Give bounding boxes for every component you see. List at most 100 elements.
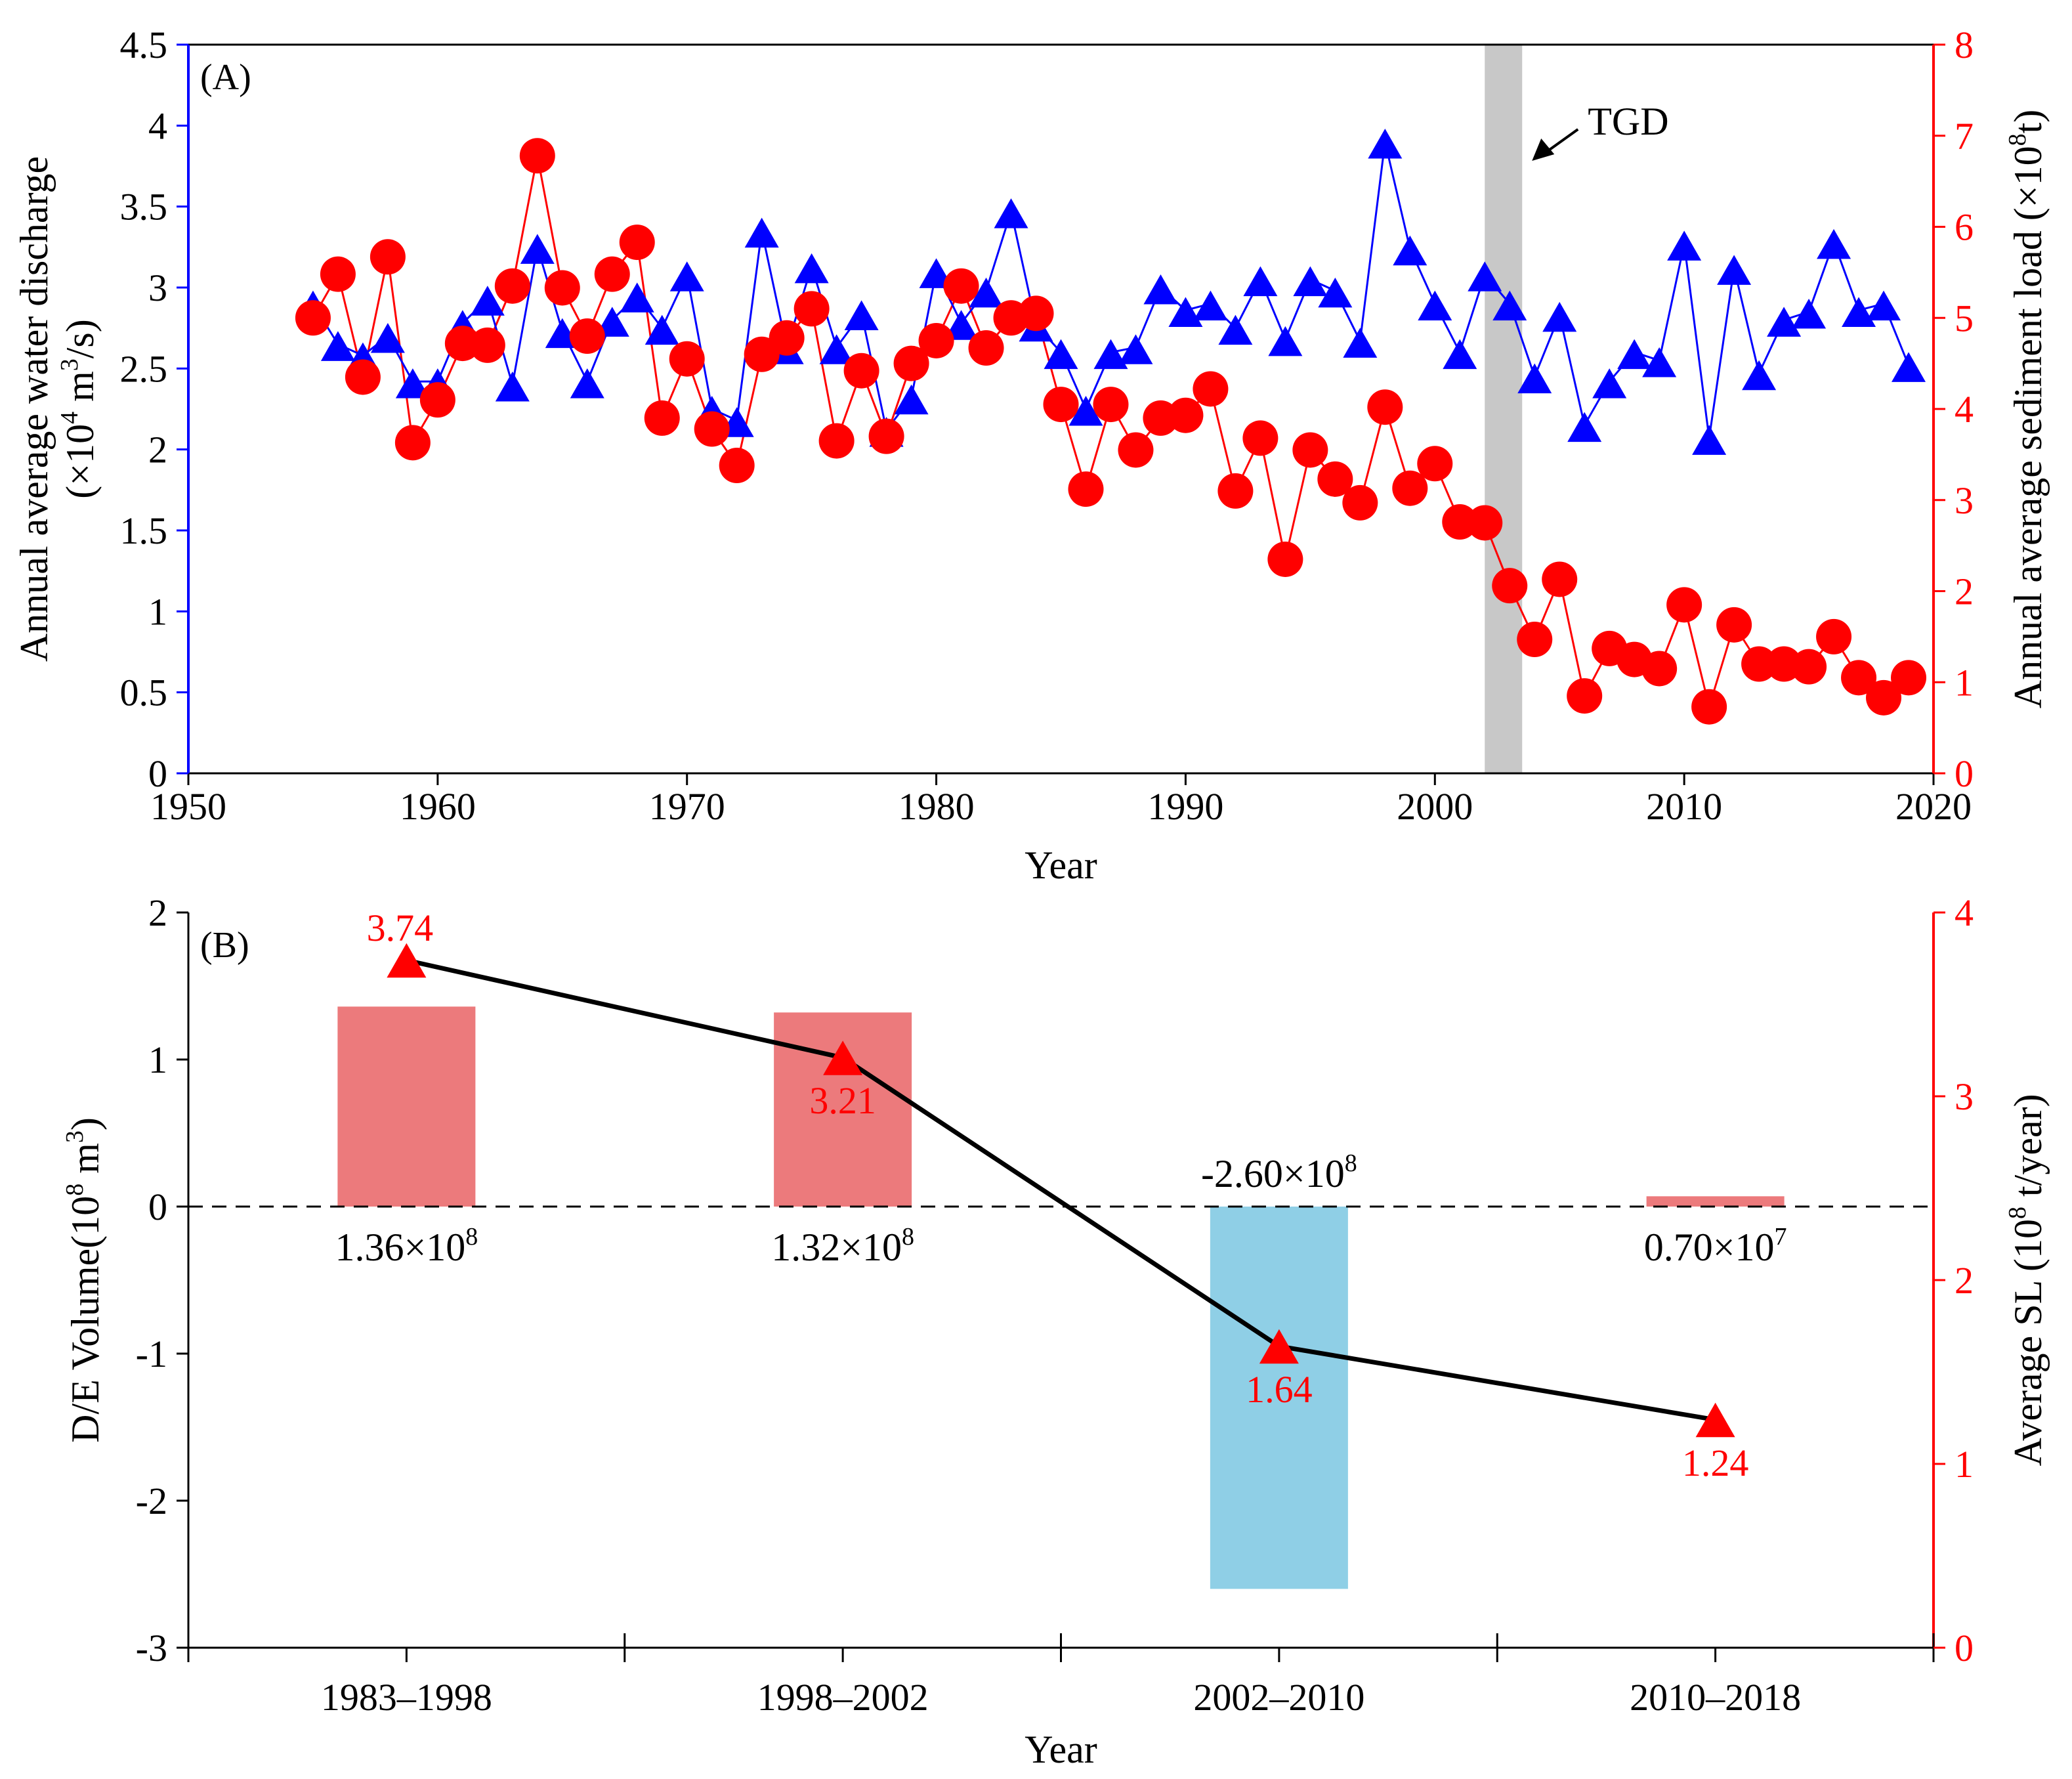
text-run: (×10 xyxy=(58,424,102,499)
y-left-tick-label: 0 xyxy=(148,752,167,795)
discharge-point xyxy=(595,307,629,337)
discharge-point xyxy=(1143,274,1178,305)
y-left-title: Annual average water discharge (×104 m3/s… xyxy=(12,156,102,662)
sediment-line xyxy=(312,155,1909,711)
y-right-title-text: Annual average sediment load (×108t) xyxy=(2004,110,2050,709)
y-left-tick-label: 2.5 xyxy=(120,347,168,390)
sediment-point xyxy=(519,138,555,174)
discharge-point xyxy=(1118,334,1153,364)
sediment-point xyxy=(594,256,630,292)
superscript: 3 xyxy=(56,358,83,371)
sediment-point xyxy=(769,320,805,356)
x-tick-label: 2000 xyxy=(1397,785,1473,828)
discharge-point xyxy=(1318,277,1353,308)
y-right-tick-label: 8 xyxy=(1955,24,1974,66)
sediment-point xyxy=(943,268,979,304)
sediment-point xyxy=(793,291,830,327)
tgd-arrow-head xyxy=(1532,139,1555,161)
superscript: 8 xyxy=(1345,1149,1357,1177)
sediment-point xyxy=(1367,389,1403,425)
discharge-point xyxy=(669,261,704,291)
discharge-point xyxy=(1542,301,1577,332)
discharge-point xyxy=(1368,129,1403,159)
superscript: 3 xyxy=(61,1130,89,1143)
x-axis-title: Year xyxy=(1025,1728,1097,1771)
sediment-point xyxy=(1118,432,1154,468)
discharge-point xyxy=(1492,290,1527,321)
sediment-point xyxy=(1292,432,1328,468)
sediment-point xyxy=(818,423,855,459)
de-volume-bar xyxy=(1210,1207,1348,1589)
sl-value-label: 1.64 xyxy=(1246,1368,1313,1411)
sl-point xyxy=(823,1040,863,1075)
sediment-point xyxy=(1242,420,1279,456)
panel-a: 1950 1960 1970 1980 1990 2000 2010 202000.511.5… xyxy=(12,24,2050,887)
sediment-point xyxy=(295,300,331,336)
y-left-tick-label: 2 xyxy=(148,429,167,471)
discharge-point xyxy=(1567,412,1602,442)
y-right-tick-label: 2 xyxy=(1955,570,1974,613)
discharge-point xyxy=(844,300,879,330)
discharge-point xyxy=(994,198,1028,228)
discharge-point xyxy=(1767,307,1802,337)
sediment-point xyxy=(1217,473,1254,509)
y-left-tick-label: 1 xyxy=(148,590,167,633)
sl-value-label: 1.24 xyxy=(1682,1442,1749,1484)
y-right-title: Annual average sediment load (×108t) xyxy=(2004,110,2050,709)
discharge-point xyxy=(520,234,555,264)
discharge-point xyxy=(1418,290,1452,321)
sediment-point xyxy=(893,345,929,381)
x-axis-title: Year xyxy=(1025,844,1097,887)
sl-value-label: 3.74 xyxy=(367,907,434,949)
discharge-point xyxy=(1193,290,1228,321)
discharge-point xyxy=(620,282,654,312)
text-run: t) xyxy=(2006,110,2050,134)
text-run: Average SL (10 xyxy=(2006,1219,2050,1467)
sediment-point xyxy=(968,330,1004,366)
sediment-point xyxy=(1467,505,1503,541)
y-right-tick-label: 7 xyxy=(1955,115,1974,158)
x-tick-label: 1960 xyxy=(400,785,476,828)
text-run: /s) xyxy=(58,319,102,358)
y-right-tick-label: 3 xyxy=(1955,479,1974,522)
discharge-point xyxy=(1393,235,1427,266)
sediment-point xyxy=(569,318,605,354)
y-left-title-line1: Annual average water discharge xyxy=(12,156,56,662)
discharge-point xyxy=(1892,352,1926,382)
discharge-point xyxy=(1243,266,1278,297)
sediment-point xyxy=(744,336,780,372)
text-run: ) xyxy=(64,1117,107,1130)
de-volume-bar xyxy=(337,1006,476,1207)
y-left-tick-label: 4.5 xyxy=(120,24,168,66)
discharge-point xyxy=(495,372,530,402)
sediment-point xyxy=(669,341,705,377)
discharge-point xyxy=(570,368,604,398)
text-run: m xyxy=(58,371,102,412)
y-left-tick-label: -2 xyxy=(136,1480,167,1522)
x-tick-label: 2020 xyxy=(1895,785,1972,828)
panel-b: 1983–1998 1998–2002 2002–2010 2010–2018 -3 -2… xyxy=(61,891,2050,1771)
sl-point xyxy=(387,943,427,978)
sl-line xyxy=(406,958,1716,1423)
discharge-point xyxy=(1268,326,1303,356)
x-tick-label: 1983–1998 xyxy=(321,1676,492,1719)
text-run: m xyxy=(64,1143,107,1184)
sediment-point xyxy=(1542,561,1578,597)
bar-value-label: 1.36×108 xyxy=(335,1223,478,1269)
sediment-point xyxy=(868,418,904,454)
discharge-point xyxy=(470,286,505,316)
y-left-tick-label: 4 xyxy=(148,104,167,147)
superscript: 7 xyxy=(1775,1223,1787,1251)
sediment-point xyxy=(370,239,406,275)
discharge-point xyxy=(1742,360,1777,391)
text-run: 0.70×10 xyxy=(1644,1226,1775,1269)
superscript: 8 xyxy=(465,1223,478,1251)
sediment-point xyxy=(1068,471,1104,507)
y-right-tick-label: 6 xyxy=(1955,206,1974,249)
discharge-point xyxy=(1792,299,1827,329)
y-right-tick-label: 1 xyxy=(1955,661,1974,704)
y-left-title-text: D/E Volume(108 m3) xyxy=(61,1117,107,1443)
sediment-point xyxy=(1168,397,1204,433)
text-run: t/year) xyxy=(2006,1094,2050,1207)
sediment-point xyxy=(419,382,455,418)
